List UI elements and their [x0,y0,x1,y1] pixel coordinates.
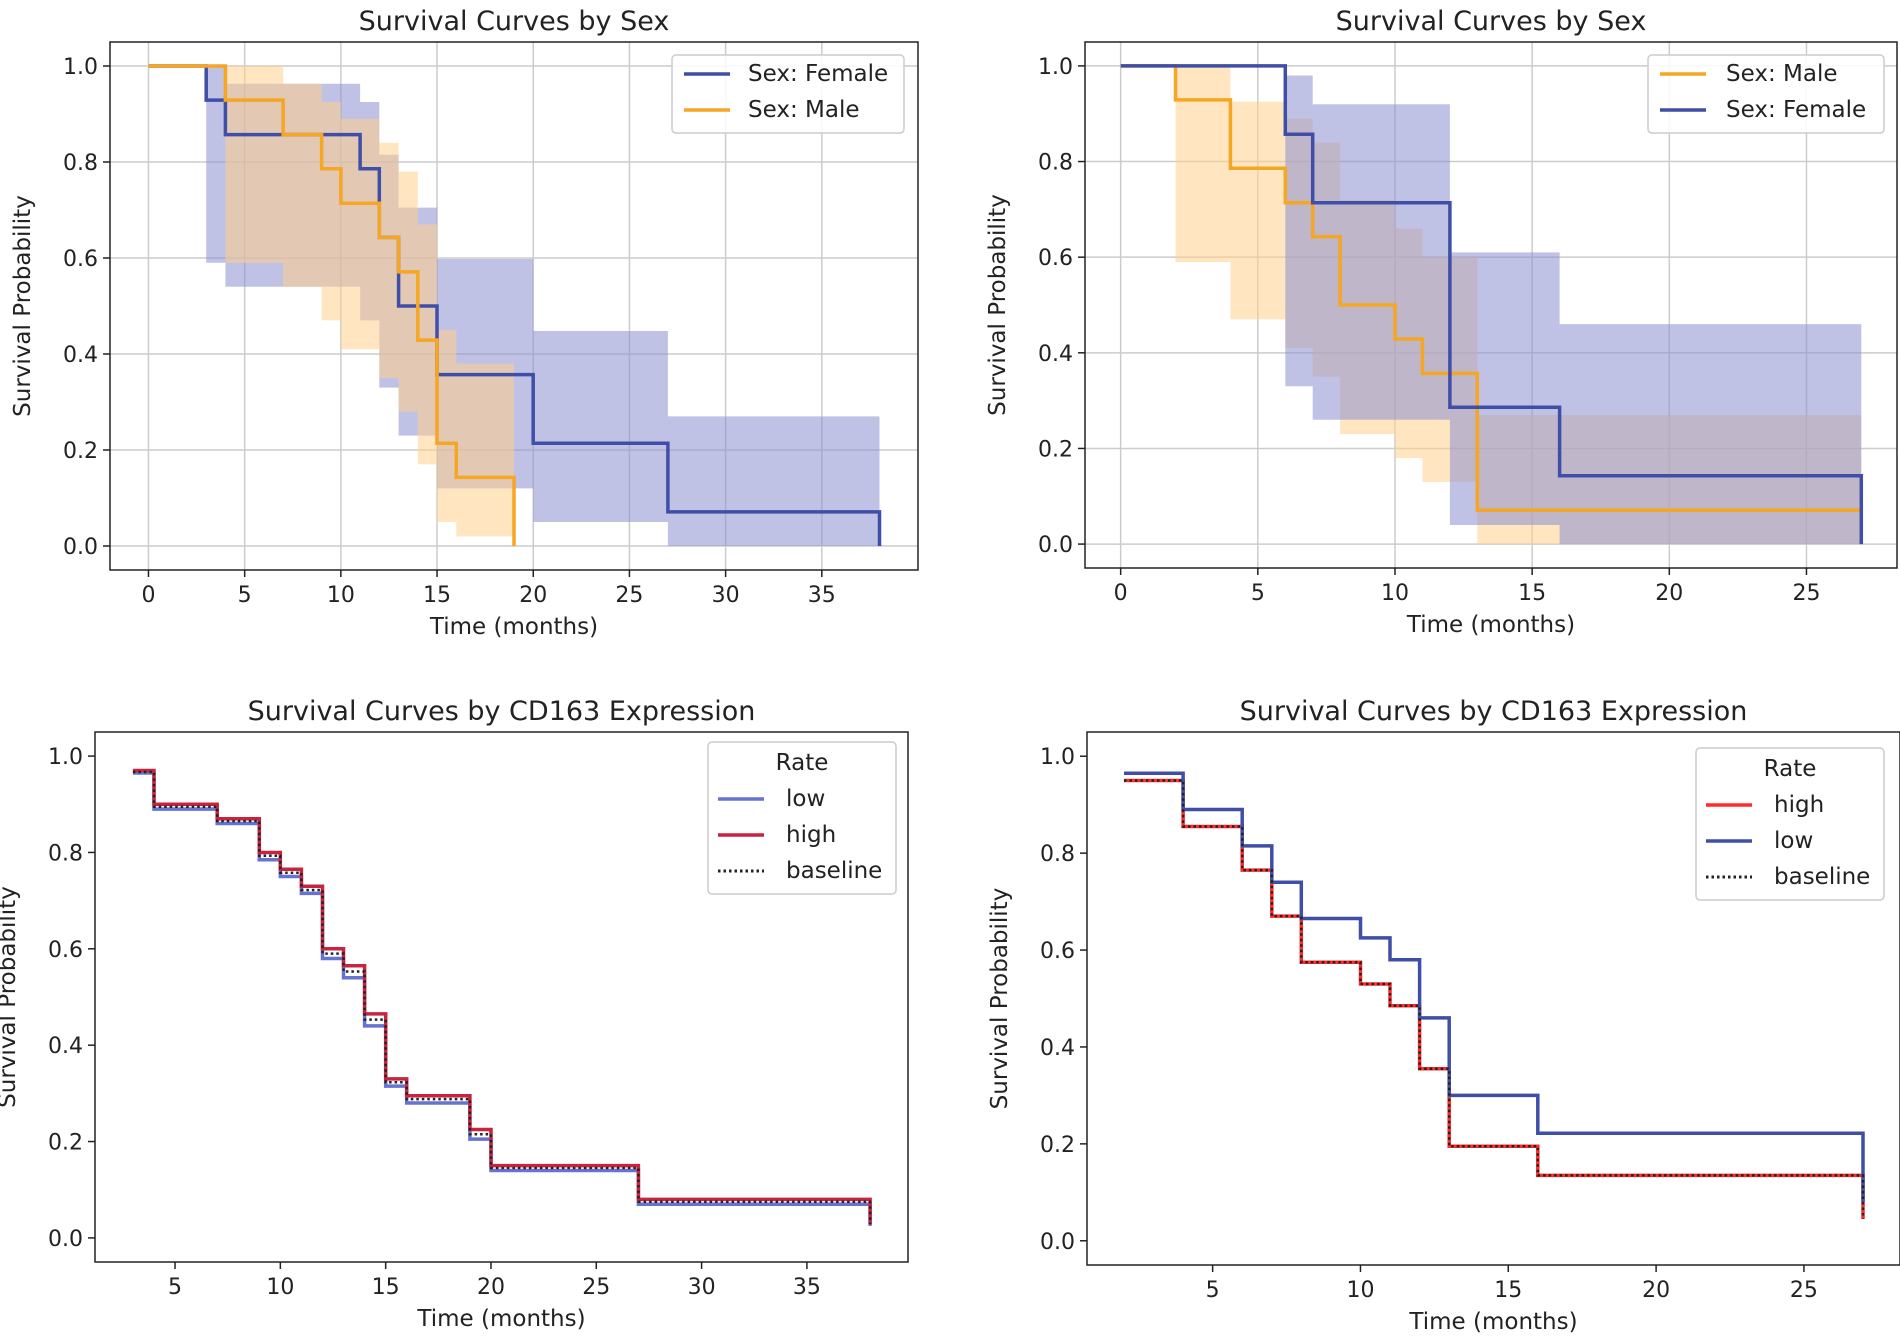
x-tick-label: 30 [712,583,740,608]
legend-label: high [786,822,836,848]
y-tick-label: 0.0 [1040,1230,1075,1255]
chart-title: Survival Curves by CD163 Expression [248,696,756,727]
legend-box [707,741,897,895]
legend-label: low [1774,828,1813,854]
x-tick-label: 15 [1494,1278,1522,1303]
series-line-baseline [1124,779,1865,1219]
legend: Rate low high baseline [707,741,897,895]
x-tick-label: 5 [1251,581,1265,606]
y-tick-label: 0.2 [63,439,98,464]
axes-frame [109,41,919,571]
legend-label: Sex: Female [748,61,888,87]
legend-label: Sex: Male [748,97,860,123]
legend-label: Sex: Male [1726,61,1838,87]
legend-title: Rate [1764,756,1817,782]
legend-label: low [786,786,825,812]
x-axis-label: Time (months) [416,1306,585,1332]
x-tick-label: 25 [1792,581,1820,606]
x-tick-label: 10 [266,1275,294,1300]
series-line-sex-female [1120,64,1864,545]
axes-frame [94,731,909,1263]
x-tick-label: 15 [1518,581,1546,606]
x-tick-label: 10 [1381,581,1409,606]
x-axis-label: Time (months) [1408,1309,1577,1335]
chart-title: Survival Curves by Sex [359,6,670,37]
series-line-low [1124,771,1865,1202]
y-tick-label: 0.0 [48,1227,83,1252]
legend-label: baseline [786,858,882,884]
legend: Rate high low baseline [1695,747,1885,901]
y-tick-label: 0.4 [63,343,98,368]
axes-frame [1086,731,1900,1266]
y-tick-label: 1.0 [48,745,83,770]
y-tick-label: 0.2 [48,1131,83,1156]
y-tick-label: 0.4 [1040,1036,1075,1061]
legend-label: Sex: Female [1726,97,1866,123]
y-tick-label: 1.0 [1040,745,1075,770]
legend: Sex: Female Sex: Male [671,54,905,134]
legend-box [1695,747,1885,901]
x-tick-label: 0 [1114,581,1128,606]
y-axis-label: Survival Probability [985,194,1011,416]
series-line-sex-male [148,64,516,546]
legend-title: Rate [776,750,829,776]
x-tick-label: 10 [1346,1278,1374,1303]
x-tick-label: 0 [141,583,155,608]
axes-frame [1084,41,1898,569]
x-tick-label: 10 [327,583,355,608]
x-tick-label: 30 [688,1275,716,1300]
legend-box [1647,54,1885,134]
y-tick-label: 0.2 [1040,1133,1075,1158]
x-tick-label: 20 [1655,581,1683,606]
x-axis-label: Time (months) [1406,612,1575,638]
x-tick-label: 5 [168,1275,182,1300]
y-tick-label: 0.6 [1040,939,1075,964]
y-tick-label: 0.4 [48,1034,83,1059]
y-tick-label: 0.8 [48,841,83,866]
chart-title: Survival Curves by Sex [1336,6,1647,37]
x-tick-label: 5 [238,583,252,608]
y-tick-label: 0.0 [63,535,98,560]
x-tick-label: 15 [423,583,451,608]
x-tick-label: 25 [1790,1278,1818,1303]
y-tick-label: 1.0 [1038,55,1073,80]
y-tick-label: 0.8 [1040,842,1075,867]
x-tick-label: 15 [372,1275,400,1300]
x-tick-label: 25 [615,583,643,608]
x-tick-label: 20 [519,583,547,608]
y-tick-label: 0.4 [1038,342,1073,367]
x-axis-label: Time (months) [429,614,598,640]
y-tick-label: 0.8 [63,151,98,176]
chart-1: 0 5 10 15 20 25 30 35 0.0 0.2 0.4 0.6 0.8 1.0 Survival… [10,6,919,640]
x-tick-label: 5 [1206,1278,1220,1303]
x-tick-label: 35 [808,583,836,608]
series-line-baseline [132,770,872,1225]
legend-label: high [1774,792,1824,818]
y-tick-label: 1.0 [63,55,98,80]
x-tick-label: 20 [477,1275,505,1300]
y-tick-label: 0.8 [1038,151,1073,176]
y-tick-label: 0.2 [1038,437,1073,462]
y-tick-label: 0.6 [1038,246,1073,271]
chart-2: 0 5 10 15 20 25 0.0 0.2 0.4 0.6 0.8 1.0 Survival Cur… [985,6,1898,638]
x-tick-label: 35 [793,1275,821,1300]
y-tick-label: 0.6 [48,938,83,963]
x-tick-label: 25 [582,1275,610,1300]
legend-label: baseline [1774,864,1870,890]
legend: Sex: Male Sex: Female [1647,54,1885,134]
y-axis-label: Survival Probability [10,195,36,417]
x-tick-label: 20 [1642,1278,1670,1303]
ci-band-sex-male [148,66,514,537]
y-tick-label: 0.0 [1038,533,1073,558]
y-axis-label: Survival Probability [987,888,1013,1110]
y-tick-label: 0.6 [63,247,98,272]
ci-band-sex-female [1120,65,1862,545]
chart-3: 5 10 15 20 25 30 35 0.0 0.2 0.4 0.6 0.8 1.0 Survival … [0,696,909,1332]
y-axis-label: Survival Probability [0,886,21,1108]
chart-title: Survival Curves by CD163 Expression [1240,696,1748,727]
chart-4: 5 10 15 20 25 0.0 0.2 0.4 0.6 0.8 1.0 Survival Curv… [987,696,1900,1335]
